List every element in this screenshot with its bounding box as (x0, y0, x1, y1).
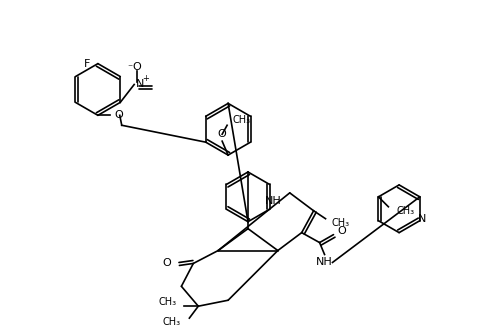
Text: CH₃: CH₃ (396, 206, 415, 216)
Text: O: O (163, 258, 172, 268)
Text: F: F (83, 59, 90, 69)
Text: O: O (218, 129, 227, 139)
Text: ⁻: ⁻ (127, 64, 132, 73)
Text: CH₃: CH₃ (162, 317, 181, 327)
Text: NH: NH (265, 196, 282, 206)
Text: NH: NH (316, 257, 333, 267)
Text: CH₃: CH₃ (232, 115, 250, 125)
Text: CH₃: CH₃ (331, 218, 350, 228)
Text: O: O (133, 62, 141, 72)
Text: CH₃: CH₃ (158, 297, 177, 307)
Text: O: O (337, 226, 346, 236)
Text: O: O (115, 110, 124, 120)
Text: N: N (136, 78, 144, 89)
Text: N: N (418, 214, 426, 224)
Text: +: + (142, 74, 149, 83)
